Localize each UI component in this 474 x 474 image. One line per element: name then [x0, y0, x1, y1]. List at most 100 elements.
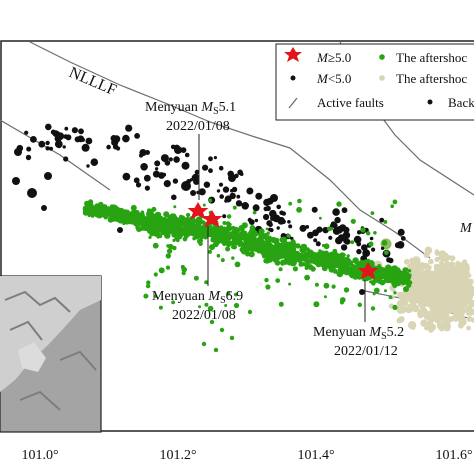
aftershock-main-dot [332, 262, 337, 268]
aftershock-main-dot [408, 273, 412, 277]
background-event-dot [193, 178, 200, 185]
legend-star-icon [284, 47, 302, 62]
aftershock-main-dot [275, 240, 280, 246]
aftershock-main-dot [259, 231, 265, 236]
aftershock-main-dot [278, 267, 283, 272]
aftershock-main-dot [143, 293, 149, 299]
aftershock-eastern-dot [432, 292, 440, 300]
background-event-dot [135, 182, 142, 188]
aftershock-main-dot [372, 292, 376, 296]
aftershock-main-dot [401, 270, 405, 274]
background-event-dot [190, 190, 197, 196]
aftershock-eastern-dot [457, 307, 464, 315]
aftershock-eastern-dot [410, 258, 417, 265]
background-event-dot [400, 236, 406, 241]
aftershock-main-dot [295, 243, 301, 249]
aftershock-main-dot [323, 257, 327, 261]
aftershock-main-dot [323, 282, 330, 289]
background-event-dot [106, 144, 111, 150]
background-event-dot [218, 182, 224, 187]
background-event-dot [254, 218, 259, 223]
aftershock-eastern-dot [408, 289, 414, 295]
aftershock-main-dot [384, 250, 389, 256]
background-event-dot [213, 156, 217, 160]
aftershock-main-dot [153, 231, 159, 237]
background-event-dot [371, 247, 376, 252]
background-event-dot [276, 204, 282, 210]
aftershock-eastern-dot [460, 301, 468, 309]
background-event-dot [328, 235, 333, 240]
aftershock-main-dot [338, 254, 343, 259]
background-event-dot [172, 178, 179, 184]
background-event-dot [219, 194, 224, 199]
aftershock-main-dot [202, 203, 206, 207]
aftershock-main-dot [278, 301, 284, 307]
background-event-dot [45, 140, 50, 146]
aftershock-main-dot [225, 224, 232, 231]
aftershock-main-dot [286, 233, 291, 238]
star-ms52 [357, 262, 379, 280]
aftershock-eastern-dot [445, 298, 453, 305]
aftershock-eastern-dot [459, 264, 466, 272]
aftershock-main-dot [230, 233, 236, 239]
aftershock-eastern-dot [445, 283, 450, 288]
aftershock-main-dot [314, 282, 319, 287]
background-event-dot [122, 134, 130, 143]
background-event-dot [340, 244, 348, 251]
aftershock-eastern-dot [432, 306, 438, 313]
aftershock-main-dot [208, 249, 212, 254]
svg-text:The aftershoc: The aftershoc [396, 50, 467, 65]
aftershock-main-dot [220, 258, 225, 263]
aftershock-main-dot [304, 252, 309, 257]
aftershock-main-dot [196, 216, 202, 222]
aftershock-eastern-dot [448, 261, 455, 268]
aftershock-eastern-dot [396, 300, 404, 308]
aftershock-main-dot [262, 251, 268, 257]
aftershock-main-dot [130, 204, 137, 211]
background-event-dot [90, 158, 99, 166]
aftershock-main-dot [356, 262, 362, 267]
svg-text:Menyuan MS6.9: Menyuan MS6.9 [152, 289, 243, 306]
background-event-dot [112, 135, 121, 143]
aftershock-main-dot [300, 253, 305, 259]
background-event-dot [356, 241, 362, 247]
background-event-dot [160, 154, 169, 163]
aftershock-eastern-dot [420, 319, 428, 328]
aftershock-main-dot [194, 234, 200, 240]
aftershock-main-dot [147, 208, 151, 213]
aftershock-main-dot [360, 227, 366, 233]
aftershock-eastern-dot [423, 293, 428, 298]
svg-text:Menyuan MS5.2: Menyuan MS5.2 [313, 325, 404, 342]
svg-text:Active faults: Active faults [317, 95, 384, 110]
background-event-dot [341, 207, 348, 214]
background-event-dot [125, 124, 133, 132]
aftershocks-eastern-layer [373, 238, 474, 333]
aftershock-main-dot [158, 226, 163, 231]
aftershock-eastern-dot [462, 295, 470, 303]
aftershock-main-dot [372, 277, 379, 284]
background-event-dot [41, 205, 47, 211]
background-event-dot [272, 214, 281, 223]
aftershock-main-dot [366, 231, 371, 236]
aftershock-main-dot [113, 211, 118, 216]
aftershock-eastern-dot [459, 296, 464, 301]
aftershock-eastern-dot [471, 317, 474, 323]
aftershock-main-dot [204, 280, 209, 285]
x-tick-label: 101.4° [297, 448, 334, 463]
aftershock-main-dot [207, 305, 214, 312]
aftershock-main-dot [151, 206, 157, 212]
background-event-dot [287, 220, 291, 224]
aftershock-main-dot [119, 207, 124, 213]
aftershock-main-dot [209, 244, 215, 251]
aftershock-main-dot [223, 230, 227, 234]
background-event-dot [255, 192, 263, 200]
aftershock-main-dot [266, 231, 270, 235]
aftershock-main-dot [292, 266, 298, 272]
background-event-dot [54, 140, 63, 149]
aftershock-main-dot [84, 209, 90, 215]
aftershock-main-dot [346, 254, 350, 258]
aftershock-main-dot [327, 261, 332, 266]
legend-item-faults: Active faults [288, 95, 384, 110]
aftershock-main-dot [213, 347, 219, 353]
aftershock-main-dot [297, 198, 302, 204]
